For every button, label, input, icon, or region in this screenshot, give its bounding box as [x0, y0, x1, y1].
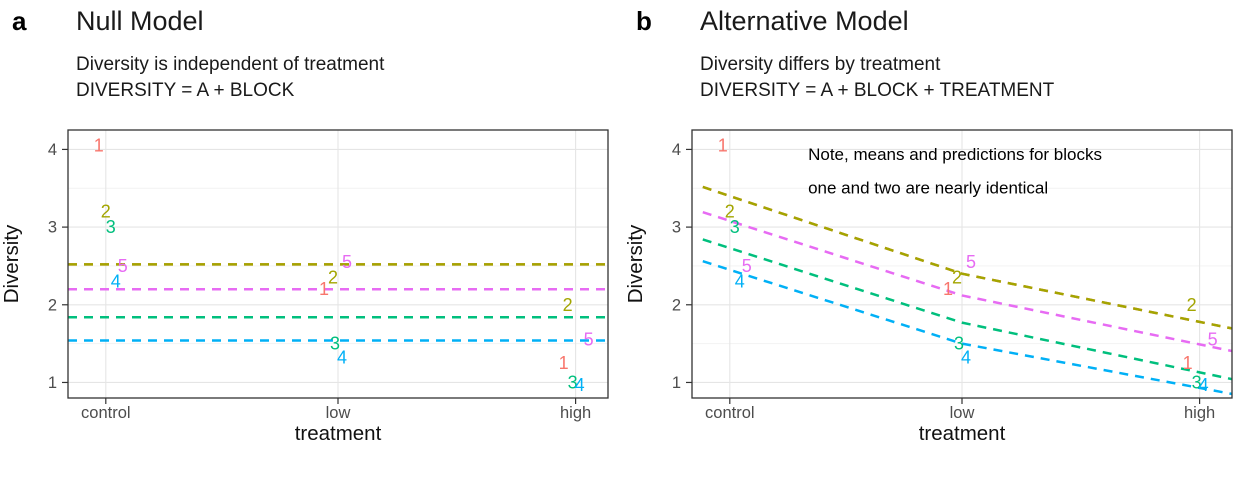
- point-block-3-control: 3: [730, 217, 740, 237]
- gridlines: [692, 130, 1232, 398]
- y-tick-label: 1: [672, 374, 681, 392]
- point-block-3-low: 3: [954, 334, 964, 354]
- annotation-line-1: Note, means and predictions for blocks: [808, 145, 1102, 164]
- point-block-2-low: 2: [952, 268, 962, 288]
- point-block-5-high: 5: [584, 330, 594, 350]
- prediction-line-block-2: [702, 185, 1232, 330]
- x-tick-label-low: low: [326, 404, 351, 422]
- x-tick-label-control: control: [705, 404, 755, 422]
- point-block-5-low: 5: [966, 252, 976, 272]
- point-block-1-control: 1: [718, 136, 728, 156]
- panel-b-subtitle-line1: Diversity differs by treatment: [700, 54, 941, 75]
- y-tick-label: 3: [48, 219, 57, 237]
- y-tick-label: 3: [672, 219, 681, 237]
- prediction-line-block-4: [702, 260, 1232, 396]
- y-tick-label: 4: [672, 141, 681, 159]
- panel-b-tag: b: [636, 6, 652, 36]
- y-tick-label: 4: [48, 141, 57, 159]
- panel-b-title: Alternative Model: [700, 6, 909, 36]
- point-block-2-low: 2: [328, 268, 338, 288]
- point-block-1-low: 1: [943, 279, 953, 299]
- point-block-1-high: 1: [1183, 353, 1193, 373]
- y-tick-label: 1: [48, 374, 57, 392]
- x-tick-label-high: high: [560, 404, 591, 422]
- panel-b: b Alternative Model Diversity differs by…: [624, 0, 1248, 480]
- block-lines: [702, 185, 1232, 396]
- panel-a-subtitle: Diversity is independent of treatment DI…: [76, 52, 384, 104]
- y-axis-title: Diversity: [0, 224, 23, 303]
- x-axis-title: treatment: [919, 422, 1006, 445]
- panel-a-subtitle-line1: Diversity is independent of treatment: [76, 54, 385, 75]
- x-tick-label-low: low: [950, 404, 975, 422]
- panel-b-subtitle: Diversity differs by treatment DIVERSITY…: [700, 52, 1054, 104]
- annotation-line-2: one and two are nearly identical: [808, 178, 1048, 197]
- point-block-4-low: 4: [961, 348, 971, 368]
- point-block-3-control: 3: [106, 217, 116, 237]
- point-block-2-control: 2: [725, 202, 735, 222]
- point-block-5-low: 5: [342, 252, 352, 272]
- point-block-2-control: 2: [101, 202, 111, 222]
- gridlines: [68, 130, 608, 398]
- x-tick-label-high: high: [1184, 404, 1215, 422]
- point-block-2-high: 2: [1187, 295, 1197, 315]
- point-block-3-low: 3: [330, 334, 340, 354]
- point-block-4-low: 4: [337, 348, 347, 368]
- prediction-line-block-3: [702, 238, 1232, 381]
- panel-a-subtitle-line2: DIVERSITY = A + BLOCK: [76, 80, 295, 101]
- y-tick-label: 2: [48, 296, 57, 314]
- point-block-4-control: 4: [111, 271, 121, 291]
- panel-b-subtitle-line2: DIVERSITY = A + BLOCK + TREATMENT: [700, 80, 1055, 101]
- point-block-2-high: 2: [563, 295, 573, 315]
- point-block-3-high: 3: [1192, 372, 1202, 392]
- point-block-1-low: 1: [319, 279, 329, 299]
- prediction-line-block-5: [702, 211, 1232, 353]
- annotation: Note, means and predictions for blocks on…: [808, 145, 1102, 197]
- x-tick-label-control: control: [81, 404, 131, 422]
- y-axis-title: Diversity: [624, 224, 647, 303]
- point-block-1-high: 1: [559, 353, 569, 373]
- x-axis-title: treatment: [295, 422, 382, 445]
- point-block-3-high: 3: [568, 372, 578, 392]
- point-block-5-high: 5: [1208, 330, 1218, 350]
- panel-a-tag: a: [12, 6, 27, 36]
- point-block-4-high: 4: [1199, 375, 1209, 395]
- block-lines: [68, 263, 608, 342]
- panel-a: a Null Model Diversity is independent of…: [0, 6, 609, 445]
- point-block-1-control: 1: [94, 136, 104, 156]
- point-block-5-control: 5: [742, 256, 752, 276]
- point-block-4-control: 4: [735, 271, 745, 291]
- y-tick-label: 2: [672, 296, 681, 314]
- point-block-5-control: 5: [118, 256, 128, 276]
- panel-a-title: Null Model: [76, 6, 204, 36]
- point-block-4-high: 4: [575, 375, 585, 395]
